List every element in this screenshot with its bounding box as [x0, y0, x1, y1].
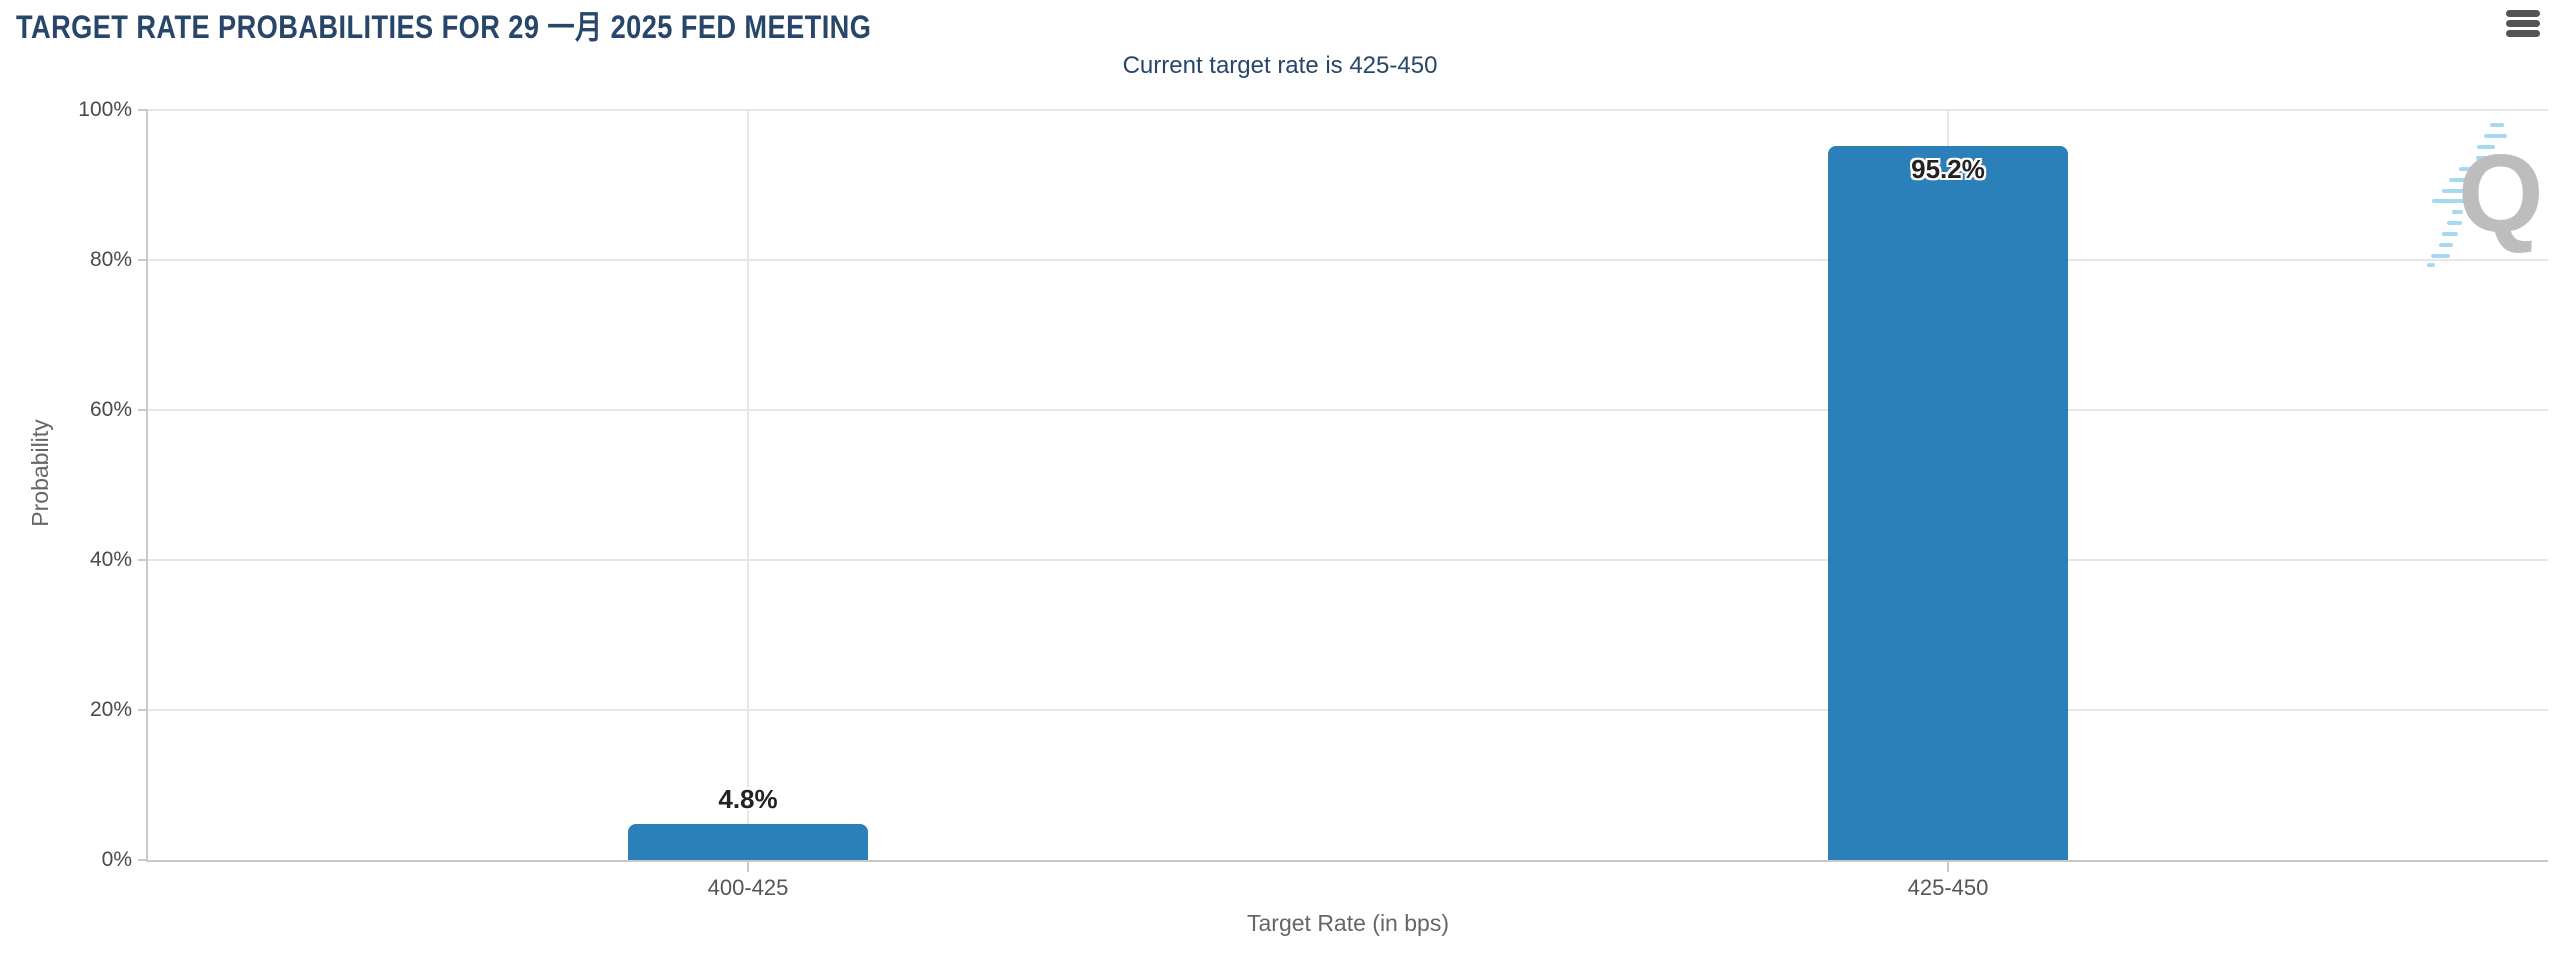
watermark-dash — [2427, 263, 2435, 267]
watermark-dash — [2490, 123, 2504, 127]
y-axis-tick — [138, 709, 148, 711]
y-axis-tick — [138, 109, 148, 111]
y-axis-title: Probability — [27, 419, 53, 527]
watermark-dash — [2442, 189, 2472, 193]
bar-value-label: 95.2% — [1911, 154, 1985, 184]
y-axis-tick — [138, 859, 148, 861]
y-tick-label: 0% — [101, 848, 132, 871]
quikstrike-q-logo-icon: Q — [2458, 132, 2544, 255]
y-gridline — [148, 409, 2548, 411]
watermark-dash — [2431, 254, 2450, 258]
y-tick-label: 60% — [89, 398, 132, 421]
watermark-dash — [2459, 167, 2487, 171]
x-axis-line — [146, 860, 2548, 862]
chart-subtitle: Current target rate is 425-450 — [1122, 52, 1438, 79]
y-tick-label: 20% — [89, 698, 132, 721]
x-gridline — [747, 110, 749, 860]
x-axis-tick — [1947, 862, 1949, 872]
watermark-dash — [2442, 232, 2458, 236]
x-tick-label: 425-450 — [1907, 875, 1989, 900]
watermark-dash — [2449, 178, 2477, 182]
y-tick-label: 80% — [89, 248, 132, 271]
y-axis-tick — [138, 259, 148, 261]
x-tick-label: 400-425 — [707, 875, 789, 900]
watermark-dash — [2477, 145, 2495, 149]
hamburger-menu-icon — [2506, 8, 2548, 37]
x-axis-tick — [747, 862, 749, 872]
y-gridline — [148, 559, 2548, 561]
y-tick-label: 100% — [78, 98, 132, 121]
watermark-dash — [2439, 243, 2453, 247]
chart-title: TARGET RATE PROBABILITIES FOR 29 一月 2025… — [16, 9, 872, 45]
y-gridline — [148, 259, 2548, 261]
watermark-dash — [2484, 134, 2507, 138]
bar-400-425[interactable] — [628, 824, 868, 860]
watermark-dash — [2447, 221, 2462, 225]
y-gridline — [148, 709, 2548, 711]
y-axis-tick — [138, 409, 148, 411]
y-axis-tick — [138, 559, 148, 561]
bar-425-450[interactable] — [1828, 146, 2068, 860]
chart-export-menu-button[interactable] — [2506, 8, 2548, 40]
watermark-dash — [2452, 210, 2463, 214]
x-axis-title: Target Rate (in bps) — [1247, 910, 1449, 936]
y-tick-label: 40% — [89, 548, 132, 571]
y-gridline — [148, 109, 2548, 111]
y-axis-line — [146, 110, 148, 860]
bar-value-label: 4.8% — [718, 784, 778, 814]
watermark-dash — [2432, 199, 2465, 203]
watermark-dash — [2476, 156, 2490, 160]
